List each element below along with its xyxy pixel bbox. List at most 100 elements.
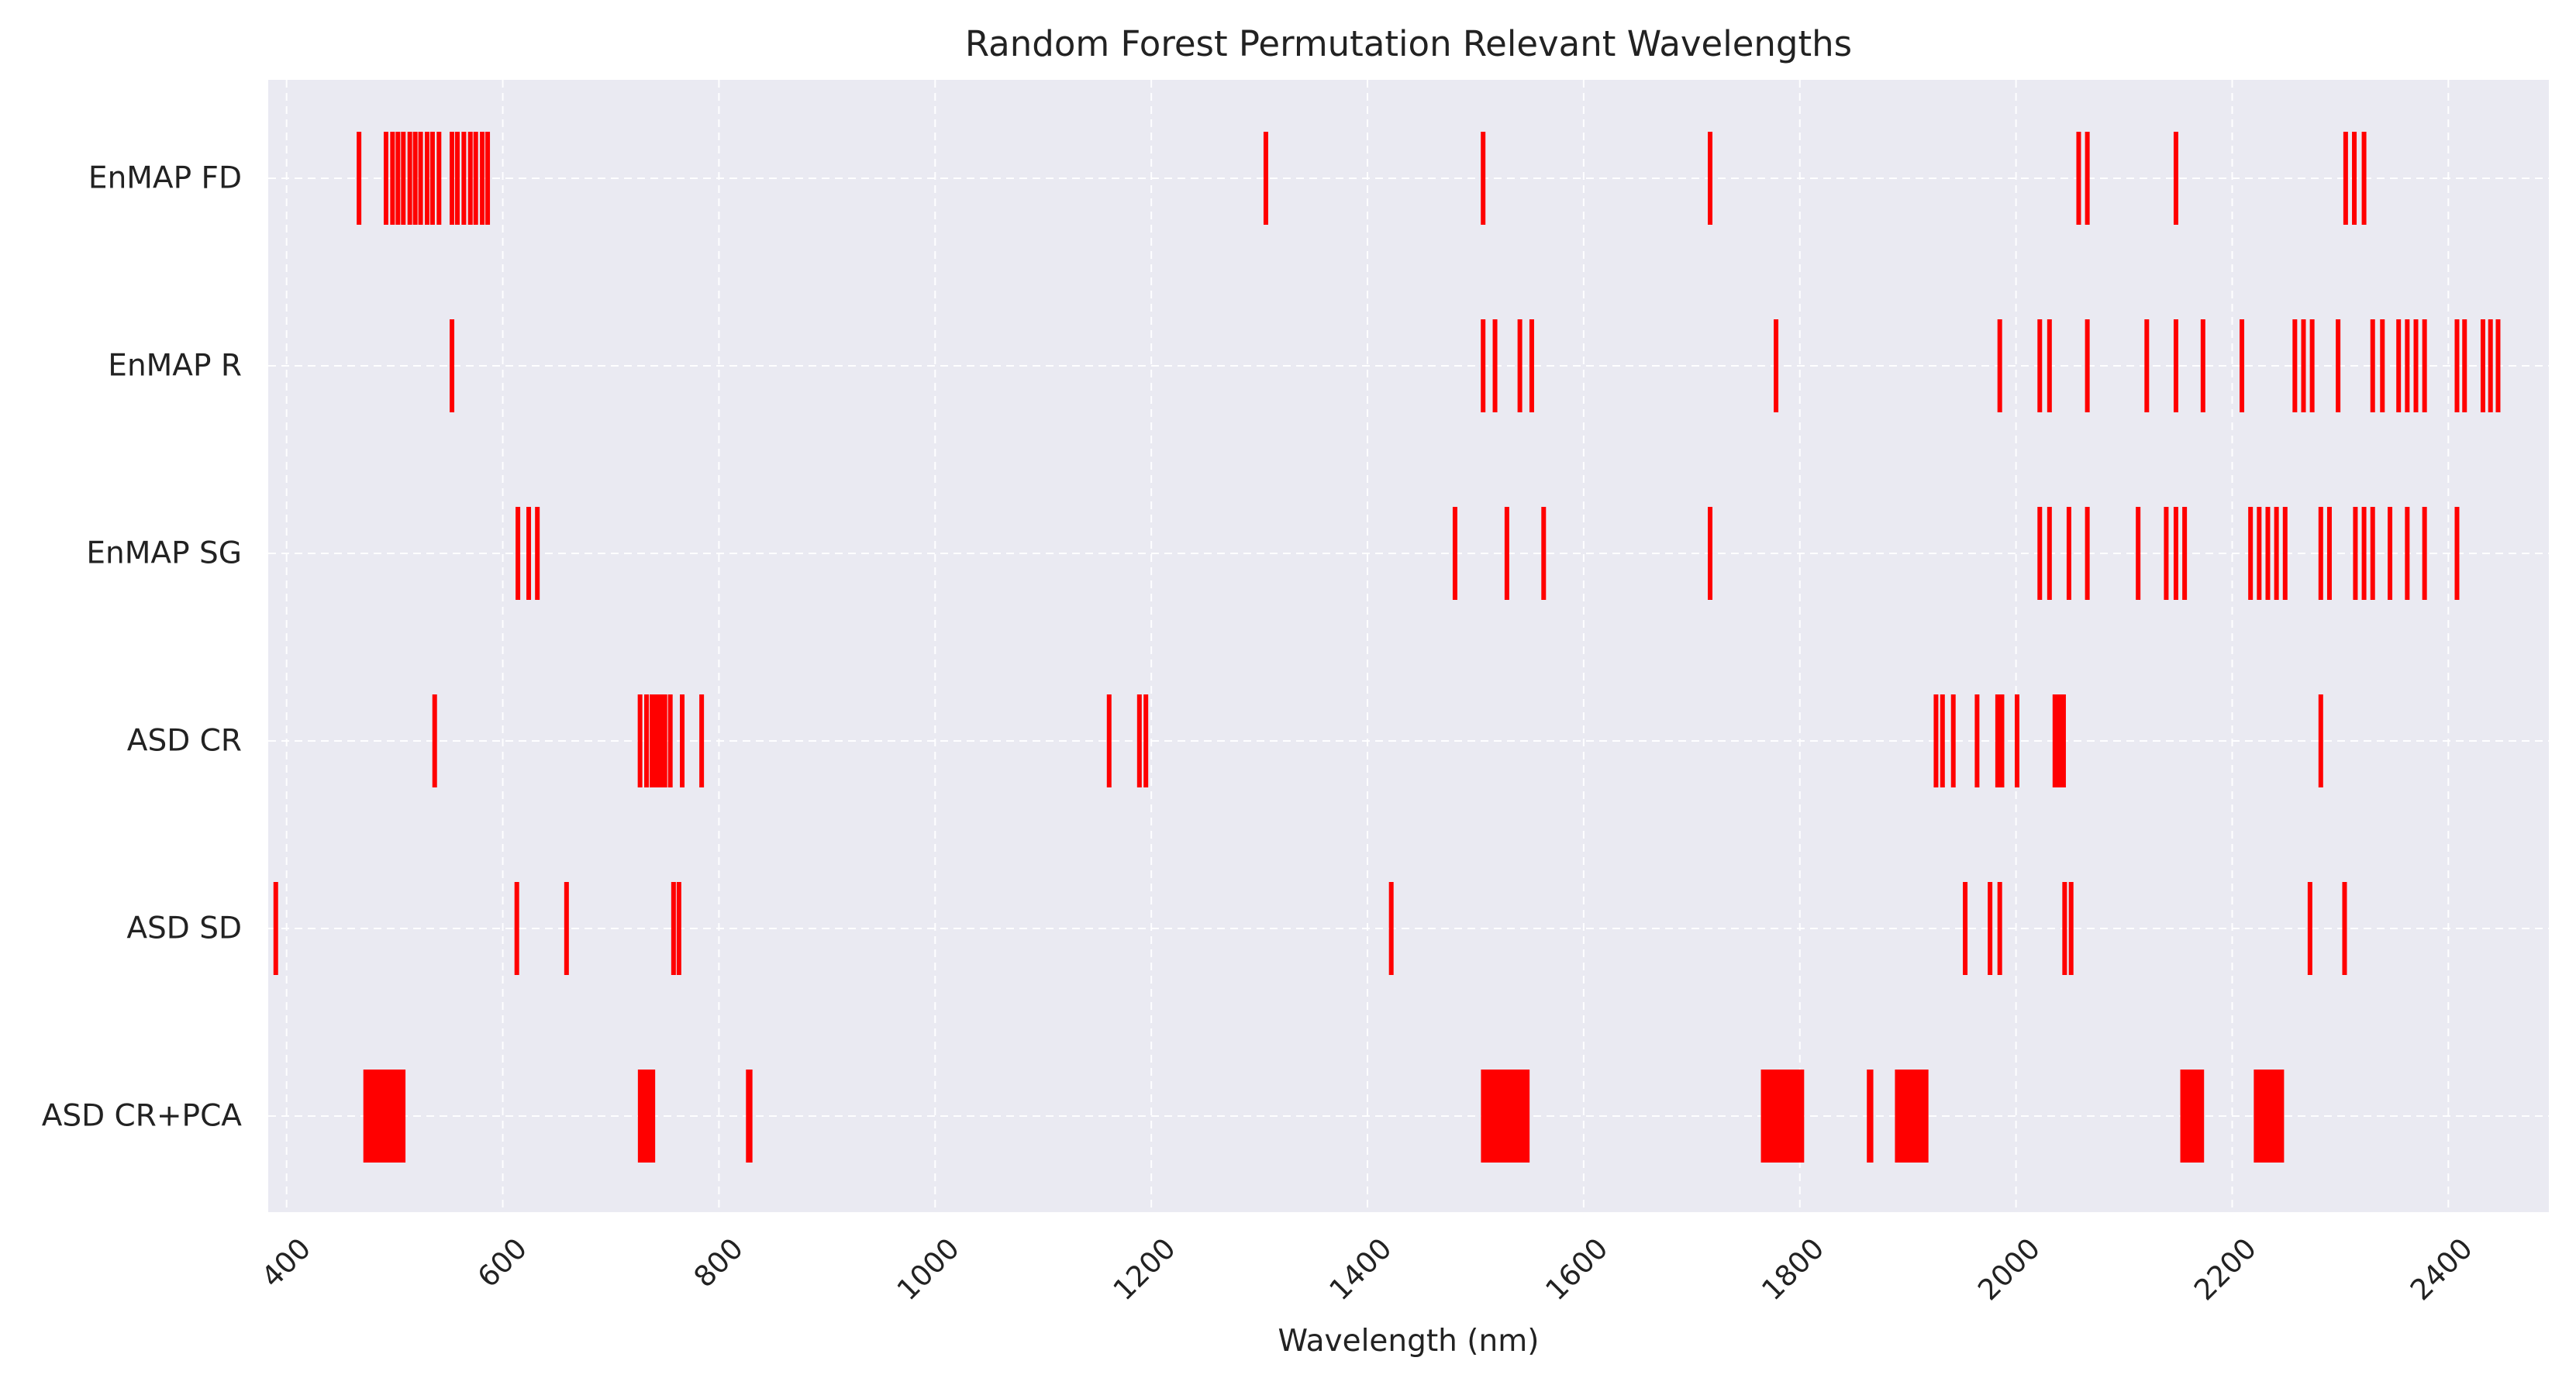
wavelength-mark (653, 694, 659, 787)
wavelength-mark (2173, 319, 2178, 412)
wavelength-mark (2422, 507, 2427, 600)
wavelength-mark (1774, 319, 1779, 412)
wavelength-mark (2480, 319, 2485, 412)
wavelength-mark (658, 694, 664, 787)
wavelength-mark (2396, 319, 2402, 412)
wavelength-interval (363, 1070, 406, 1163)
wavelength-mark (2257, 507, 2262, 600)
wavelength-mark (680, 694, 685, 787)
wavelength-mark (662, 694, 667, 787)
wavelength-mark (485, 132, 491, 225)
wavelength-mark (2405, 319, 2410, 412)
wavelength-mark (2307, 882, 2312, 975)
wavelength-mark (1988, 882, 1993, 975)
wavelength-mark (1492, 319, 1498, 412)
y-tick-label: ASD CR (127, 724, 242, 759)
wavelength-mark (461, 132, 467, 225)
y-tick-labels: EnMAP FD EnMAP R EnMAP SG ASD CR ASD SD ASD C… (42, 161, 243, 1134)
wavelength-mark (2066, 507, 2071, 600)
wavelength-mark (429, 132, 435, 225)
wavelength-mark (2173, 132, 2178, 225)
wavelength-mark (2413, 319, 2419, 412)
series-row (516, 507, 2460, 600)
wavelength-mark (450, 319, 455, 412)
wavelength-mark (2136, 507, 2141, 600)
plot-area (268, 80, 2549, 1212)
wavelength-mark (2144, 319, 2150, 412)
wavelength-mark (2361, 507, 2367, 600)
wavelength-mark (2182, 507, 2188, 600)
wavelength-mark (390, 132, 395, 225)
wavelength-mark (2380, 319, 2385, 412)
wavelength-mark (514, 882, 519, 975)
wavelength-mark (2370, 319, 2375, 412)
wavelength-mark (637, 694, 643, 787)
wavelength-mark (676, 882, 681, 975)
wavelength-mark (1997, 882, 2002, 975)
wavelength-interval (1867, 1070, 1874, 1163)
wavelength-mark (436, 132, 442, 225)
wavelength-mark (1136, 694, 1142, 787)
wavelength-mark (2309, 319, 2315, 412)
wavelength-mark (412, 132, 418, 225)
wavelength-mark (2292, 319, 2298, 412)
wavelength-mark (2240, 319, 2245, 412)
wavelength-mark (2370, 507, 2375, 600)
wavelength-mark (2274, 507, 2279, 600)
chart-title: Random Forest Permutation Relevant Wavel… (965, 23, 1852, 64)
wavelength-mark (1388, 882, 1394, 975)
wavelength-mark (1997, 319, 2002, 412)
wavelength-mark (2248, 507, 2254, 600)
wavelength-mark (2037, 507, 2043, 600)
wavelength-interval (2180, 1070, 2205, 1163)
wavelength-mark (667, 694, 673, 787)
wavelength-mark (2361, 132, 2367, 225)
wavelength-mark (383, 132, 388, 225)
wavelength-mark (473, 132, 478, 225)
wavelength-interval (1895, 1070, 1929, 1163)
wavelength-interval (746, 1070, 753, 1163)
wavelength-mark (1940, 694, 1945, 787)
wavelength-mark (2301, 319, 2306, 412)
grid-lines (268, 80, 2549, 1212)
wavelength-mark (649, 694, 654, 787)
wavelength-mark (357, 132, 362, 225)
wavelength-mark (2076, 132, 2081, 225)
wavelength-mark (2052, 694, 2057, 787)
wavelength-mark (2014, 694, 2019, 787)
wavelength-mark (1263, 132, 1268, 225)
wavelength-mark (432, 694, 437, 787)
wavelength-mark (450, 132, 455, 225)
series-row (450, 319, 2501, 412)
wavelength-mark (1995, 694, 2000, 787)
wavelength-mark (2037, 319, 2043, 412)
y-tick-label: ASD CR+PCA (42, 1099, 243, 1134)
wavelength-mark (2282, 507, 2288, 600)
wavelength-mark (1143, 694, 1149, 787)
wavelength-mark (273, 882, 278, 975)
wavelength-mark (2343, 132, 2348, 225)
wavelength-mark (2057, 694, 2062, 787)
y-tick-label: EnMAP FD (88, 161, 242, 196)
wavelength-mark (516, 507, 521, 600)
series-row (357, 132, 2367, 225)
wavelength-mark (407, 132, 412, 225)
x-axis-label: Wavelength (nm) (1278, 1324, 1540, 1359)
wavelength-mark (2454, 319, 2460, 412)
y-tick-label: EnMAP R (108, 349, 242, 384)
wavelength-mark (1950, 694, 1956, 787)
wavelength-mark (424, 132, 429, 225)
wavelength-mark (2326, 507, 2332, 600)
wavelength-mark (671, 882, 676, 975)
wavelength-mark (2353, 507, 2358, 600)
wavelength-interval (637, 1070, 656, 1163)
series-row (432, 694, 2323, 787)
wavelength-mark (1452, 507, 1457, 600)
wavelength-mark (564, 882, 569, 975)
wavelength-mark (2200, 319, 2205, 412)
wavelength-mark (535, 507, 540, 600)
wavelength-mark (2388, 507, 2393, 600)
series-row (273, 882, 2347, 975)
